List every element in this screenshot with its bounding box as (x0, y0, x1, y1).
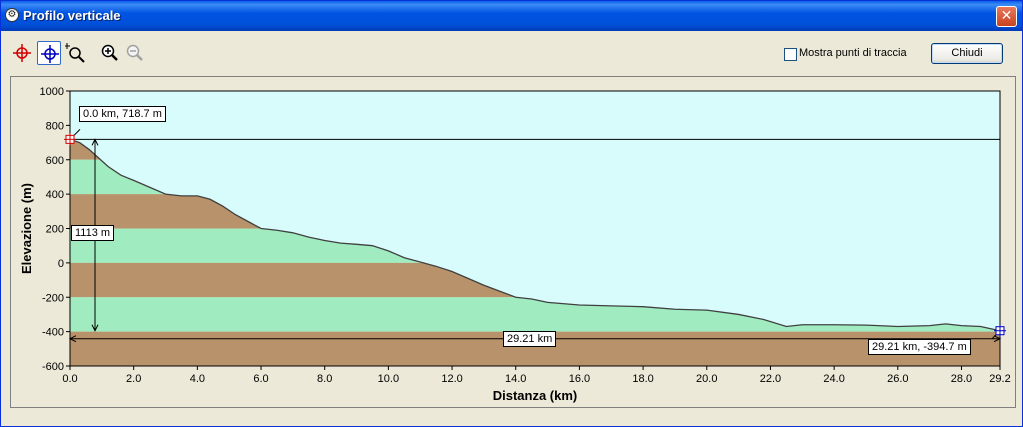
y-tick-label: 400 (46, 189, 64, 201)
elevation-profile-line (69, 138, 1001, 332)
red-crosshair-tool[interactable] (10, 41, 34, 65)
y-tick-label: 800 (46, 120, 64, 132)
x-tick-label: 12.0 (441, 373, 462, 385)
y-tick-label: 0 (58, 258, 64, 270)
x-tick-label: 29.2 (989, 373, 1010, 385)
blue-crosshair-tool[interactable] (37, 41, 61, 65)
zoom-in-icon (101, 44, 118, 61)
close-button[interactable]: Chiudi (931, 43, 1003, 64)
zoom-in-button[interactable] (98, 41, 122, 65)
x-tick-label: 14.0 (505, 373, 526, 385)
arrow-head-left (68, 335, 77, 343)
close-window-button[interactable]: ✕ (996, 6, 1017, 27)
x-tick-label: 16.0 (569, 373, 590, 385)
zoom-region-tool-icon (65, 43, 85, 63)
x-tick-label: 20.0 (696, 373, 717, 385)
x-axis-title: Distanza (km) (493, 388, 578, 403)
arrow-head-right (993, 335, 1002, 343)
elevation-difference-callout: 1113 m (71, 225, 115, 241)
toolbar: Mostra punti di traccia Chiudi (1, 35, 1022, 71)
zoom-region-tool[interactable] (63, 41, 87, 65)
elevation-profile-panel: 1000 800 600 400 200 0 -200 -400 -600 0.0 2.0 4.0 6.… (10, 76, 1016, 408)
window-title: Profilo verticale (23, 8, 121, 23)
x-tick-label: 6.0 (253, 373, 268, 385)
show-track-points-label[interactable]: Mostra punti di traccia (799, 47, 907, 59)
arrow-head-up (91, 138, 99, 146)
red-crosshair-tool-icon (13, 44, 31, 62)
blue-crosshair-tool-icon (41, 45, 59, 63)
y-axis-title: Elevazione (m) (19, 183, 34, 274)
y-tick-label: -200 (42, 292, 64, 304)
y-tick-label: -600 (42, 361, 64, 373)
x-tick-label: 24.0 (823, 373, 844, 385)
zoom-out-button[interactable] (123, 41, 147, 65)
gear-icon: ⚙ (5, 8, 19, 22)
y-tick-label: 600 (46, 155, 64, 167)
x-tick-label: 0.0 (62, 373, 77, 385)
y-tick-label: 1000 (40, 86, 64, 98)
x-tick-label: 4.0 (190, 373, 205, 385)
x-tick-label: 2.0 (126, 373, 141, 385)
x-tick-label: 26.0 (887, 373, 908, 385)
distance-callout: 29.21 km (503, 331, 557, 347)
title-bar[interactable]: ⚙ Profilo verticale ✕ (1, 1, 1022, 31)
zoom-out-icon (126, 44, 143, 61)
show-track-points-checkbox[interactable] (784, 48, 797, 61)
y-tick-label: -400 (42, 327, 64, 339)
x-tick-label: 10.0 (378, 373, 399, 385)
y-tick-label: 200 (46, 224, 64, 236)
start-point-callout: 0.0 km, 718.7 m (79, 106, 166, 122)
end-point-callout: 29.21 km, -394.7 m (868, 339, 971, 355)
x-tick-label: 8.0 (317, 373, 332, 385)
x-tick-label: 22.0 (760, 373, 781, 385)
arrow-head-down (91, 324, 99, 332)
x-tick-label: 28.0 (951, 373, 972, 385)
x-tick-label: 18.0 (632, 373, 653, 385)
